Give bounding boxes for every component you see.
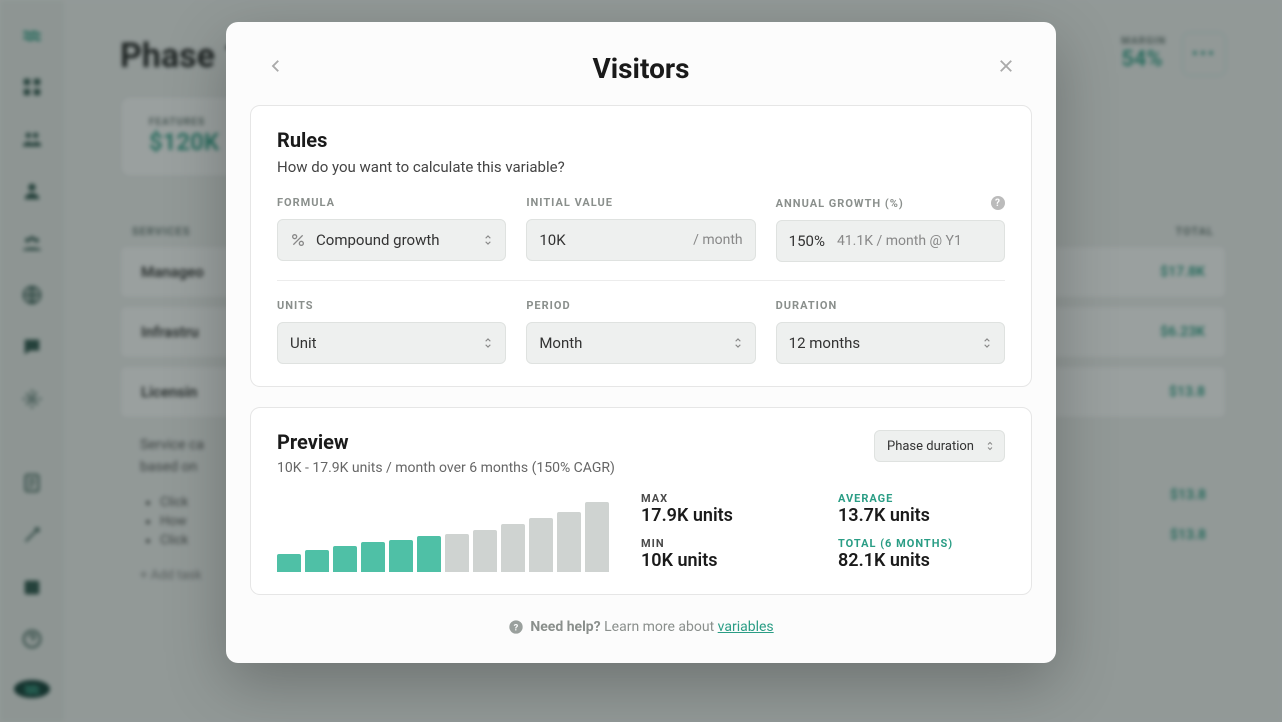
chart-bar	[445, 534, 469, 572]
stat-average-label: AVERAGE	[838, 492, 1005, 505]
chart-bar	[557, 512, 581, 572]
chart-bar	[277, 554, 301, 572]
stat-min-label: MIN	[641, 537, 808, 550]
formula-value: Compound growth	[316, 231, 440, 249]
growth-label: ANNUAL GROWTH (%)	[776, 197, 904, 210]
duration-value: 12 months	[789, 334, 860, 352]
preview-scope-select[interactable]: Phase duration	[874, 430, 1005, 462]
units-value: Unit	[290, 334, 317, 352]
chevron-up-down-icon	[481, 336, 495, 350]
initial-value: 10K	[539, 231, 565, 249]
stat-min-value: 10K units	[641, 550, 808, 571]
help-text: Learn more about	[604, 619, 714, 635]
modal-header: Visitors	[250, 44, 1032, 105]
stat-total-value: 82.1K units	[838, 550, 1005, 571]
initial-value-input[interactable]: 10K / month	[526, 219, 755, 261]
percent-icon	[290, 232, 306, 248]
preview-bar-chart	[277, 492, 609, 572]
preview-scope-value: Phase duration	[887, 439, 974, 454]
duration-select[interactable]: 12 months	[776, 322, 1005, 364]
period-value: Month	[539, 334, 582, 352]
help-footer: ? Need help? Learn more about variables	[250, 615, 1032, 635]
preview-stats: MAX 17.9K units AVERAGE 13.7K units MIN …	[641, 492, 1005, 572]
chart-bar	[473, 530, 497, 572]
initial-value-field: INITIAL VALUE 10K / month	[526, 196, 755, 262]
chevron-up-down-icon	[481, 233, 495, 247]
stat-max-label: MAX	[641, 492, 808, 505]
preview-title: Preview	[277, 430, 615, 454]
duration-label: DURATION	[776, 299, 1005, 312]
preview-subtitle: 10K - 17.9K units / month over 6 months …	[277, 460, 615, 476]
question-icon: ?	[508, 619, 524, 635]
chart-bar	[333, 546, 357, 572]
help-prefix: Need help?	[530, 619, 600, 635]
initial-suffix: / month	[693, 232, 743, 248]
chart-bar	[417, 536, 441, 572]
back-button[interactable]	[260, 50, 292, 82]
formula-select[interactable]: Compound growth	[277, 219, 506, 261]
formula-label: FORMULA	[277, 196, 506, 209]
rules-panel: Rules How do you want to calculate this …	[250, 105, 1032, 387]
initial-label: INITIAL VALUE	[526, 196, 755, 209]
stat-total-label: TOTAL (6 MONTHS)	[838, 537, 1005, 550]
units-label: UNITS	[277, 299, 506, 312]
annual-growth-field: ANNUAL GROWTH (%) ? 150% 41.1K / month @…	[776, 196, 1005, 262]
chevron-up-down-icon	[980, 336, 994, 350]
period-select[interactable]: Month	[526, 322, 755, 364]
rules-title: Rules	[277, 128, 1005, 152]
stat-max-value: 17.9K units	[641, 505, 808, 526]
chevron-up-down-icon	[731, 336, 745, 350]
chart-bar	[529, 518, 553, 572]
chart-bar	[585, 502, 609, 572]
svg-text:?: ?	[514, 622, 519, 633]
stat-average-value: 13.7K units	[838, 505, 1005, 526]
close-button[interactable]	[990, 50, 1022, 82]
divider	[277, 280, 1005, 281]
growth-input[interactable]: 150% 41.1K / month @ Y1	[776, 220, 1005, 262]
period-field: PERIOD Month	[526, 299, 755, 364]
units-select[interactable]: Unit	[277, 322, 506, 364]
chart-bar	[361, 542, 385, 572]
preview-panel: Preview 10K - 17.9K units / month over 6…	[250, 407, 1032, 595]
growth-value: 150%	[789, 232, 825, 250]
growth-hint: 41.1K / month @ Y1	[837, 233, 962, 249]
units-field: UNITS Unit	[277, 299, 506, 364]
help-icon[interactable]: ?	[991, 196, 1005, 210]
chart-bar	[501, 524, 525, 572]
modal-title: Visitors	[592, 52, 689, 85]
formula-field: FORMULA Compound growth	[277, 196, 506, 262]
duration-field: DURATION 12 months	[776, 299, 1005, 364]
help-link[interactable]: variables	[718, 619, 774, 635]
chart-bar	[389, 540, 413, 572]
rules-subtitle: How do you want to calculate this variab…	[277, 158, 1005, 176]
period-label: PERIOD	[526, 299, 755, 312]
variable-modal: Visitors Rules How do you want to calcul…	[226, 22, 1056, 663]
chart-bar	[305, 550, 329, 572]
chevron-up-down-icon	[984, 440, 996, 452]
